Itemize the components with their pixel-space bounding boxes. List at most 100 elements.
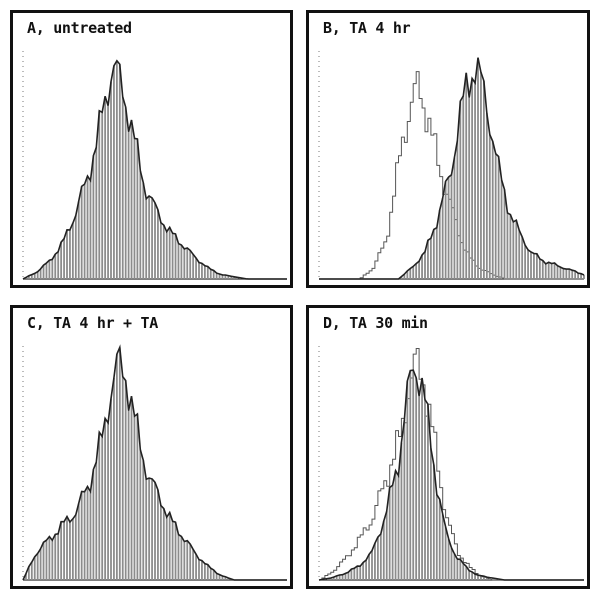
histogram-bar — [48, 536, 51, 580]
histogram-bar — [133, 138, 136, 279]
histogram-bar — [550, 263, 553, 279]
histogram-bar — [60, 242, 63, 279]
histogram-bar — [427, 404, 429, 580]
histogram-bar — [195, 258, 197, 279]
filled-histogram-outline — [319, 57, 585, 280]
histogram-bar — [121, 96, 124, 279]
histogram-bar — [356, 566, 359, 580]
histogram-bar — [429, 448, 432, 580]
histogram-bar — [494, 153, 497, 279]
histogram-bar — [83, 491, 86, 580]
histogram-bar — [89, 180, 92, 279]
histogram-bar — [45, 262, 48, 279]
histogram-bar — [488, 577, 491, 580]
histogram-bar — [435, 494, 438, 580]
histogram-bar — [438, 499, 441, 580]
histogram-bar — [497, 156, 500, 279]
histogram-bar — [198, 559, 200, 580]
histogram-bar — [212, 270, 215, 279]
histogram-bar — [183, 248, 186, 279]
histogram-bar — [180, 536, 183, 580]
histogram-bar — [127, 131, 130, 279]
histogram-bar — [491, 577, 494, 580]
histogram-bar — [480, 575, 482, 580]
histogram-bar — [491, 141, 494, 279]
histogram-bar — [447, 177, 450, 279]
histogram-plot-d — [318, 346, 584, 581]
histogram-bar — [74, 215, 77, 279]
histogram-bar — [101, 112, 104, 279]
panel-title-c: C, TA 4 hr + TA — [27, 314, 158, 332]
histogram-bar — [189, 544, 192, 580]
histogram-bar — [456, 140, 459, 279]
histogram-bar — [66, 516, 68, 580]
histogram-bar — [89, 491, 92, 580]
histogram-bar — [218, 574, 221, 580]
histogram-bar — [115, 354, 118, 580]
histogram-bar — [201, 263, 203, 279]
histogram-bar — [113, 65, 115, 279]
histogram-bar — [400, 276, 403, 279]
histogram-bar — [159, 505, 162, 580]
histogram-bar — [192, 254, 195, 279]
histogram-bar — [350, 569, 353, 580]
histogram-bar — [382, 520, 385, 580]
histogram-bar — [432, 464, 435, 580]
histogram-bar — [30, 274, 33, 279]
histogram-bar — [524, 245, 527, 279]
histogram-bar — [74, 514, 77, 580]
histogram-bar — [515, 220, 518, 279]
histogram-bar — [110, 398, 112, 580]
histogram-bar — [485, 577, 488, 580]
histogram-bar — [145, 198, 148, 279]
histogram-bar — [57, 251, 60, 279]
histogram-bar — [424, 251, 426, 279]
histogram-bar — [63, 238, 65, 279]
histogram-bar — [412, 266, 415, 279]
histogram-bar — [66, 229, 68, 279]
histogram-bar — [142, 182, 145, 279]
panel-title-d: D, TA 30 min — [323, 314, 428, 332]
histogram-bar — [69, 522, 71, 580]
histogram-bar — [209, 568, 212, 580]
histogram-bar — [171, 233, 174, 279]
histogram-bar — [533, 253, 535, 279]
histogram-bar — [92, 155, 95, 279]
histogram-bar — [168, 512, 171, 580]
histogram-bar — [527, 249, 529, 279]
panel-title-a: A, untreated — [27, 19, 132, 37]
histogram-bar — [427, 240, 429, 279]
histogram-bar — [25, 573, 27, 580]
histogram-bar — [424, 399, 426, 580]
histogram-bar — [415, 263, 418, 279]
histogram-bar — [30, 562, 33, 580]
histogram-bar — [568, 269, 571, 279]
histogram-bar — [574, 271, 577, 279]
histogram-bar — [488, 134, 491, 279]
histogram-bar — [371, 550, 373, 580]
histogram-bar — [42, 542, 45, 580]
histogram-bar — [530, 252, 532, 279]
histogram-bar — [221, 576, 224, 580]
histogram-bar — [353, 568, 356, 580]
histogram-bar — [177, 534, 180, 580]
histogram-bar — [580, 273, 582, 279]
histogram-bar — [477, 57, 479, 279]
histogram-bar — [121, 376, 124, 580]
histogram-bar — [98, 432, 101, 580]
histogram-bar — [113, 378, 115, 580]
histogram-bar — [441, 514, 444, 580]
histogram-plot-a — [22, 51, 287, 280]
histogram-bar — [368, 554, 370, 580]
histogram-bar — [362, 562, 365, 580]
histogram-bar — [471, 78, 474, 279]
histogram-bar — [71, 223, 74, 279]
histogram-bar — [462, 95, 465, 280]
histogram-bar — [54, 254, 57, 279]
histogram-bar — [438, 209, 441, 279]
histogram-bar — [101, 436, 104, 580]
histogram-bar — [139, 170, 142, 279]
histogram-bar — [338, 575, 341, 580]
histogram-bar — [509, 214, 512, 279]
histogram-bar — [335, 575, 338, 580]
